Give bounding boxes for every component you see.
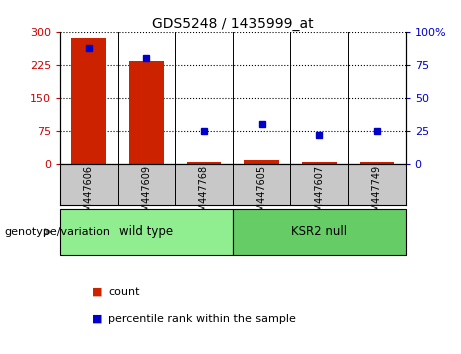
- Text: count: count: [108, 287, 140, 297]
- Text: percentile rank within the sample: percentile rank within the sample: [108, 314, 296, 324]
- Text: GSM447609: GSM447609: [142, 165, 151, 224]
- Text: GSM447605: GSM447605: [257, 165, 266, 224]
- Text: wild type: wild type: [119, 225, 173, 238]
- Text: ■: ■: [92, 314, 103, 324]
- Bar: [187, 162, 221, 164]
- Text: genotype/variation: genotype/variation: [5, 227, 111, 237]
- Bar: [129, 61, 164, 164]
- Text: GSM447749: GSM447749: [372, 165, 382, 224]
- Bar: [71, 39, 106, 164]
- Text: KSR2 null: KSR2 null: [291, 225, 347, 238]
- Bar: [360, 162, 394, 164]
- Text: GSM447606: GSM447606: [84, 165, 94, 224]
- Title: GDS5248 / 1435999_at: GDS5248 / 1435999_at: [152, 17, 313, 31]
- Bar: [244, 160, 279, 164]
- Text: GSM447607: GSM447607: [314, 165, 324, 224]
- Bar: [302, 162, 337, 164]
- Text: ■: ■: [92, 287, 103, 297]
- Text: GSM447768: GSM447768: [199, 165, 209, 224]
